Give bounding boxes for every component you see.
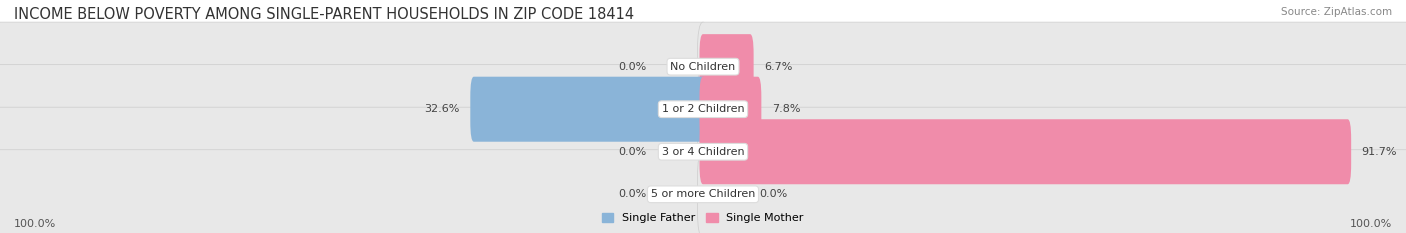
Text: 32.6%: 32.6%: [425, 104, 460, 114]
Text: 3 or 4 Children: 3 or 4 Children: [662, 147, 744, 157]
FancyBboxPatch shape: [700, 34, 754, 99]
Text: Source: ZipAtlas.com: Source: ZipAtlas.com: [1281, 7, 1392, 17]
Text: 0.0%: 0.0%: [619, 189, 647, 199]
Text: 100.0%: 100.0%: [1350, 219, 1392, 229]
FancyBboxPatch shape: [0, 22, 709, 111]
FancyBboxPatch shape: [697, 65, 1406, 154]
Text: 91.7%: 91.7%: [1361, 147, 1398, 157]
Text: 1 or 2 Children: 1 or 2 Children: [662, 104, 744, 114]
FancyBboxPatch shape: [0, 65, 709, 154]
Text: 0.0%: 0.0%: [759, 189, 787, 199]
FancyBboxPatch shape: [0, 150, 709, 233]
FancyBboxPatch shape: [697, 150, 1406, 233]
Text: No Children: No Children: [671, 62, 735, 72]
Text: 100.0%: 100.0%: [14, 219, 56, 229]
Text: 7.8%: 7.8%: [772, 104, 800, 114]
Text: 0.0%: 0.0%: [619, 62, 647, 72]
FancyBboxPatch shape: [700, 119, 1351, 184]
Text: INCOME BELOW POVERTY AMONG SINGLE-PARENT HOUSEHOLDS IN ZIP CODE 18414: INCOME BELOW POVERTY AMONG SINGLE-PARENT…: [14, 7, 634, 22]
Text: 0.0%: 0.0%: [619, 147, 647, 157]
FancyBboxPatch shape: [0, 107, 709, 196]
Legend: Single Father, Single Mother: Single Father, Single Mother: [598, 208, 808, 227]
FancyBboxPatch shape: [697, 22, 1406, 111]
FancyBboxPatch shape: [700, 77, 762, 142]
Text: 5 or more Children: 5 or more Children: [651, 189, 755, 199]
FancyBboxPatch shape: [697, 107, 1406, 196]
FancyBboxPatch shape: [470, 77, 707, 142]
Text: 6.7%: 6.7%: [765, 62, 793, 72]
